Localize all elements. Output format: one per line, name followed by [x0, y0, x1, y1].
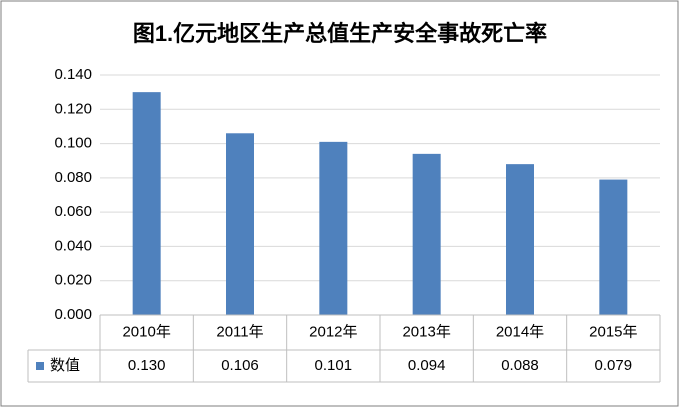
x-tick-label: 2011年: [216, 323, 263, 340]
y-tick-label: 0.080: [54, 169, 92, 186]
bar: [599, 179, 628, 315]
legend-swatch: [36, 362, 44, 370]
y-tick-label: 0.120: [54, 100, 92, 117]
y-tick-label: 0.100: [54, 135, 92, 152]
data-label: 0.101: [315, 357, 353, 374]
x-tick-label: 2014年: [496, 323, 544, 340]
data-label: 0.130: [128, 357, 166, 374]
bar: [132, 92, 161, 316]
bar: [319, 141, 348, 315]
y-tick-label: 0.140: [54, 66, 92, 83]
x-tick-label: 2015年: [589, 323, 637, 340]
y-tick-label: 0.060: [54, 203, 92, 220]
x-tick-label: 2013年: [402, 323, 450, 340]
y-tick-label: 0.040: [54, 237, 92, 254]
y-tick-label: 0.020: [54, 272, 92, 289]
bar: [506, 164, 534, 315]
data-label: 0.088: [501, 357, 539, 374]
x-tick-label: 2010年: [122, 323, 170, 340]
bar: [412, 153, 441, 315]
x-tick-label: 2012年: [309, 323, 357, 340]
data-label: 0.106: [221, 357, 259, 374]
chart-title: 图1.亿元地区生产总值生产安全事故死亡率: [133, 21, 547, 46]
legend-label: 数值: [50, 357, 80, 374]
data-label: 0.079: [595, 357, 633, 374]
data-label: 0.094: [408, 357, 446, 374]
bar: [226, 133, 254, 315]
y-tick-label: 0.000: [54, 306, 92, 323]
